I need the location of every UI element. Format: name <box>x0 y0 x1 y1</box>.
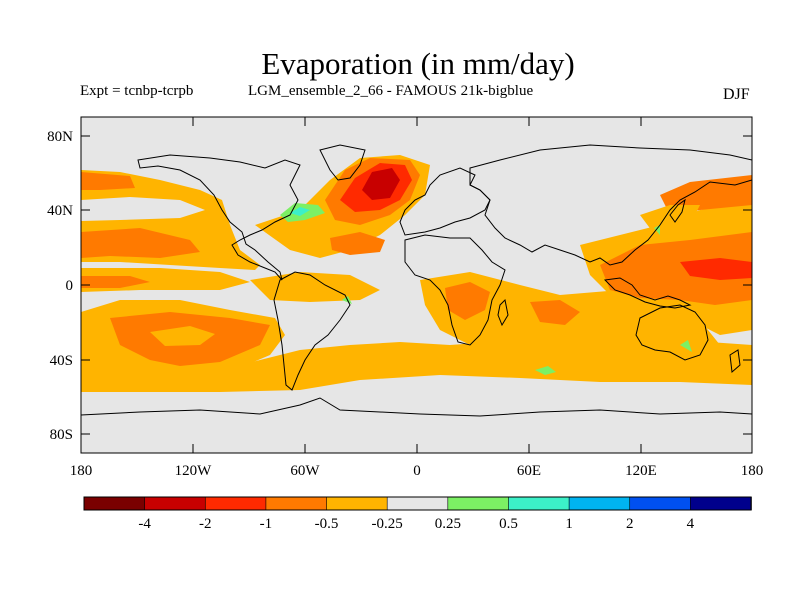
y-tick-label: 40N <box>47 203 73 219</box>
colorbar-swatch <box>204 496 267 511</box>
colorbar-label: 0.25 <box>435 516 461 532</box>
y-tick-label: 80S <box>50 427 73 443</box>
x-axis <box>192 117 642 453</box>
colorbar-frame <box>83 496 752 511</box>
colorbar-label: 1 <box>565 516 573 532</box>
x-tick-label: 120W <box>175 463 213 479</box>
colorbar-label: -2 <box>199 516 212 532</box>
colorbar-swatch <box>629 496 692 511</box>
x-tick-label: 120E <box>625 463 657 479</box>
coastline-greenland <box>319 144 366 181</box>
field-north-pacific-gap <box>81 197 205 221</box>
coastline-madagascar <box>497 298 509 327</box>
coastline-antarctica <box>81 397 752 417</box>
y-axis <box>81 135 752 435</box>
field-west-pacific-red <box>680 258 752 280</box>
colorbar-swatch <box>83 496 146 511</box>
colorbar-swatch <box>326 496 388 511</box>
field-north-atlantic-darkred <box>362 168 400 200</box>
field-south-pacific-gap <box>150 326 215 346</box>
field-africa-orange <box>445 282 490 320</box>
colorbar-swatch <box>447 496 510 511</box>
field-tropical-pacific-core <box>81 276 150 288</box>
colorbar-swatch <box>386 496 449 511</box>
y-tick-label: 40S <box>50 353 73 369</box>
field-positive-patch-australia <box>680 340 692 352</box>
colorbar-label: 4 <box>687 516 695 532</box>
colorbar-label: -1 <box>260 516 273 532</box>
colorbar-labels: -4 -2 -1 -0.5 -0.25 0.25 0.5 1 2 4 <box>138 516 694 532</box>
y-tick-label: 80N <box>47 129 73 145</box>
colorbar-swatch <box>265 496 328 511</box>
colorbar-swatch <box>690 496 752 511</box>
colorbar-swatch <box>568 496 631 511</box>
colorbar-swatch <box>508 496 570 511</box>
coastline-maritime <box>603 277 692 309</box>
colorbar-label: -0.5 <box>315 516 339 532</box>
x-tick-label: 60E <box>517 463 541 479</box>
colorbar-swatch <box>144 496 207 511</box>
field-indian-orange <box>530 300 580 325</box>
field-nw-atlantic-positive-core <box>290 207 310 216</box>
ensemble-label: LGM_ensemble_2_66 - FAMOUS 21k-bigblue <box>248 83 534 99</box>
coastline-australia <box>635 304 709 361</box>
coastline-north-america <box>137 154 301 281</box>
x-tick-labels: 180 120W 60W 0 60E 120E 180 <box>70 463 764 479</box>
coastline-japan <box>669 198 686 223</box>
field-north-pacific-patch <box>81 228 200 258</box>
x-tick-label: 60W <box>290 463 320 479</box>
coastlines <box>81 144 752 417</box>
field-mid-atlantic <box>330 232 385 255</box>
y-tick-label: 0 <box>66 278 74 294</box>
colorbar-label: -0.25 <box>372 516 403 532</box>
colorbar-label: 2 <box>626 516 634 532</box>
map-title: Evaporation (in mm/day) <box>261 46 575 81</box>
map-plot-area <box>81 117 752 453</box>
x-tick-label: 0 <box>413 463 421 479</box>
colorbar-label: -4 <box>138 516 151 532</box>
field-tropical-atlantic <box>250 272 380 302</box>
field-north-pacific-patch2 <box>81 172 135 190</box>
coastline-africa <box>404 234 506 346</box>
y-tick-labels: 80N 40N 0 40S 80S <box>47 129 73 443</box>
season-label: DJF <box>723 86 750 103</box>
colorbar-label: 0.5 <box>499 516 518 532</box>
coastline-new-zealand <box>729 349 741 374</box>
colorbar <box>83 496 752 511</box>
field-positive-patch-indian <box>535 366 556 375</box>
experiment-label: Expt = tcnbp-tcrpb <box>80 83 194 99</box>
coastline-asia <box>469 144 752 266</box>
x-tick-label: 180 <box>70 463 93 479</box>
x-tick-label: 180 <box>741 463 764 479</box>
field-west-pacific-orange <box>600 232 752 305</box>
coastline-europe <box>399 167 491 236</box>
coastline-south-america <box>273 271 351 391</box>
